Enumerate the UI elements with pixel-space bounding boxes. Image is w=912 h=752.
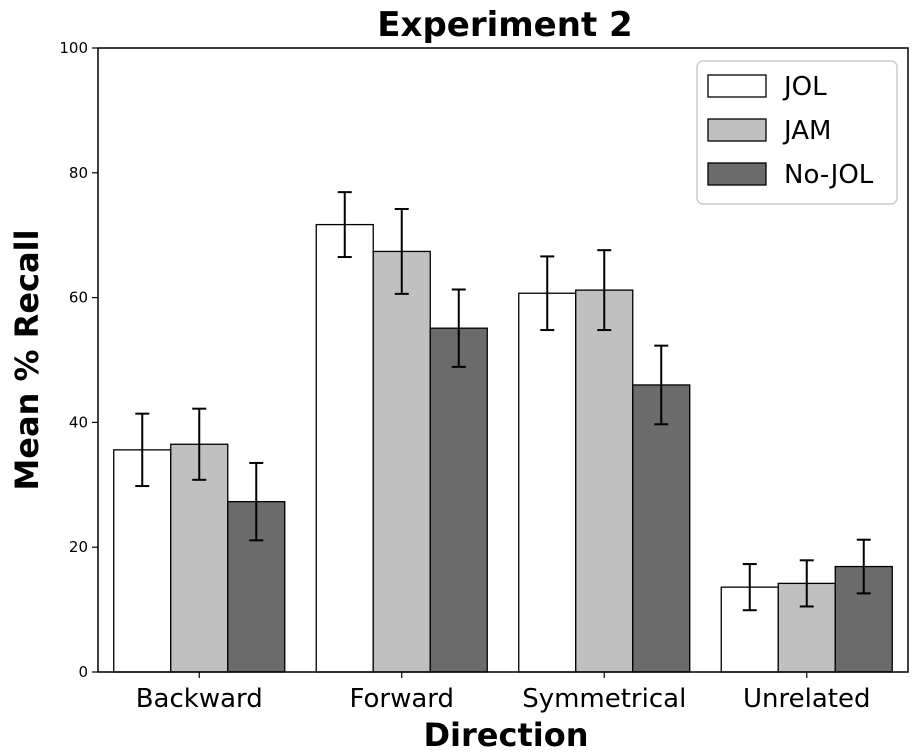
x-tick-label: Symmetrical	[522, 684, 686, 714]
plot-frame	[97, 47, 909, 673]
bar-no-jol-symmetrical	[632, 384, 691, 673]
y-tick-label: 40	[69, 413, 88, 431]
x-tick-label: Backward	[136, 684, 263, 714]
bar-no-jol-forward	[429, 327, 488, 673]
y-tick-label: 80	[69, 164, 88, 182]
legend-swatch-jol	[707, 74, 767, 98]
y-tick-label: 20	[69, 538, 88, 556]
legend-label-jol: JOL	[782, 72, 827, 102]
legend-label-jam: JAM	[782, 116, 831, 146]
bar-jol-forward	[315, 223, 374, 673]
y-tick-label: 0	[78, 663, 88, 681]
y-tick-label: 60	[69, 289, 88, 307]
y-axis-label: Mean % Recall	[8, 229, 46, 490]
bar-jam-forward	[372, 250, 431, 673]
bar-jol-symmetrical	[518, 292, 577, 673]
x-tick-label: Unrelated	[743, 684, 870, 714]
x-tick-label: Forward	[349, 684, 454, 714]
legend: JOL JAM No-JOL	[696, 60, 898, 205]
legend-label-no-jol: No-JOL	[784, 160, 874, 190]
y-tick-label: 100	[59, 39, 88, 57]
chart-title: Experiment 2	[377, 5, 632, 45]
bar-jam-symmetrical	[575, 289, 634, 673]
x-axis-label: Direction	[423, 716, 588, 752]
legend-swatch-jam	[707, 118, 767, 142]
legend-swatch-no-jol	[707, 162, 767, 186]
